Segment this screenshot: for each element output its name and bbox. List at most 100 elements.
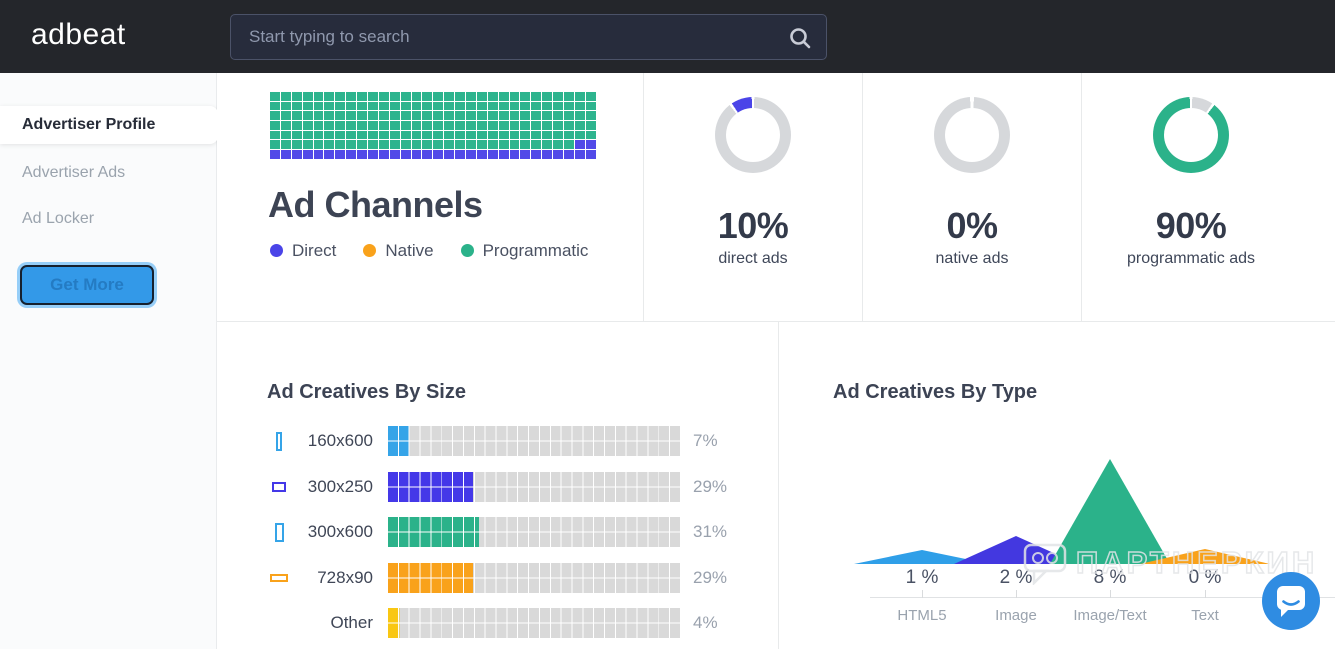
search-box: [230, 14, 827, 60]
waffle-cell: [498, 101, 509, 111]
waffle-cell: [509, 101, 520, 111]
waffle-cell: [509, 150, 520, 159]
waffle-cell: [542, 101, 553, 111]
waffle-cell: [291, 140, 302, 150]
waffle-cell: [553, 121, 564, 130]
adbeat-logo[interactable]: adbeat: [31, 18, 126, 51]
waffle-cell: [585, 111, 596, 121]
waffle-cell: [411, 130, 422, 140]
axis-tick: [1205, 590, 1206, 598]
type-value-text: 0 %: [1188, 567, 1222, 588]
waffle-cell: [455, 101, 466, 111]
type-label-image: Image: [995, 607, 1037, 624]
waffle-cell: [422, 121, 433, 130]
waffle-cell: [302, 150, 313, 159]
waffle-cell: [291, 121, 302, 130]
native-ads-label: native ads: [935, 250, 1009, 267]
waffle-cell: [455, 111, 466, 121]
waffle-cell: [444, 92, 455, 101]
native-ads-value: 0%: [946, 205, 998, 246]
waffle-cell: [509, 130, 520, 140]
waffle-cell: [324, 140, 335, 150]
waffle-cell: [585, 92, 596, 101]
waffle-cell: [433, 92, 444, 101]
size-rows: 160x600 7% 300x250 29% 300x600 31% 728x90 29% Ot…: [217, 426, 778, 649]
size-row-160x600: 160x600 7%: [217, 426, 778, 456]
size-row-728x90: 728x90 29%: [217, 562, 778, 593]
waffle-cell: [346, 140, 357, 150]
banner-160x600-icon: [276, 431, 282, 451]
ad-creatives-by-size-card: Ad Creatives By Size 160x600 7% 300x250 29%…: [217, 322, 779, 649]
sidebar-item-ad-locker[interactable]: Ad Locker: [22, 210, 95, 227]
chat-bubble-icon: [1262, 572, 1320, 630]
size-card-title: Ad Creatives By Size: [267, 381, 466, 403]
donut-column-direct: 10% direct ads: [643, 73, 862, 321]
waffle-cell: [466, 111, 476, 121]
waffle-cell: [346, 92, 357, 101]
donut-column-programmatic: 90% programmatic ads: [1081, 73, 1300, 321]
waffle-cell: [291, 92, 302, 101]
type-peak-imagetext: [1050, 459, 1170, 564]
waffle-cell: [520, 92, 531, 101]
waffle-cell: [476, 101, 487, 111]
type-area-chart: [854, 459, 1270, 564]
sidebar-item-advertiser-ads[interactable]: Advertiser Ads: [22, 164, 126, 181]
type-label-text: Text: [1191, 607, 1219, 624]
size-bar: [388, 562, 681, 593]
programmatic-dot-icon: [460, 244, 474, 258]
waffle-cell: [400, 140, 411, 150]
waffle-cell: [400, 111, 411, 121]
legend-label: Programmatic: [482, 240, 589, 260]
waffle-cell: [378, 92, 389, 101]
waffle-cell: [455, 92, 466, 101]
waffle-cell: [487, 121, 498, 130]
waffle-cell: [553, 92, 564, 101]
waffle-cell: [368, 140, 378, 150]
waffle-cell: [335, 130, 346, 140]
search-icon[interactable]: [788, 26, 812, 50]
waffle-cell: [520, 121, 531, 130]
type-label-imagetext: Image/Text: [1073, 607, 1147, 624]
waffle-cell: [509, 111, 520, 121]
size-label: 160x600: [307, 431, 373, 450]
axis-tick: [1016, 590, 1017, 598]
waffle-cell: [564, 130, 574, 140]
direct-ads-donut: [715, 97, 791, 173]
waffle-cell: [335, 140, 346, 150]
size-iconbox: [265, 481, 293, 492]
waffle-cell: [520, 111, 531, 121]
waffle-cell: [487, 111, 498, 121]
size-row-300x600: 300x600 31%: [217, 517, 778, 547]
waffle-cell: [357, 130, 368, 140]
waffle-cell: [509, 140, 520, 150]
waffle-cell: [270, 150, 280, 159]
waffle-cell: [335, 111, 346, 121]
waffle-cell: [422, 150, 433, 159]
waffle-cell: [422, 92, 433, 101]
waffle-cell: [455, 140, 466, 150]
waffle-cell: [346, 101, 357, 111]
waffle-cell: [433, 140, 444, 150]
waffle-cell: [574, 140, 585, 150]
chat-launcher-button[interactable]: [1262, 572, 1320, 630]
get-more-button[interactable]: Get More: [20, 265, 154, 305]
size-iconbox: [265, 573, 293, 582]
waffle-cell: [302, 111, 313, 121]
waffle-cell: [509, 92, 520, 101]
waffle-cell: [324, 101, 335, 111]
waffle-cell: [368, 150, 378, 159]
waffle-cell: [433, 101, 444, 111]
waffle-cell: [389, 121, 400, 130]
waffle-cell: [411, 140, 422, 150]
waffle-cell: [357, 92, 368, 101]
waffle-cell: [542, 92, 553, 101]
waffle-cell: [476, 130, 487, 140]
waffle-cell: [313, 121, 324, 130]
waffle-cell: [433, 121, 444, 130]
waffle-cell: [574, 92, 585, 101]
axis-tick: [1110, 590, 1111, 598]
sidebar-item-advertiser-profile[interactable]: Advertiser Profile: [0, 106, 218, 144]
waffle-cell: [280, 140, 291, 150]
search-input[interactable]: [231, 15, 826, 59]
